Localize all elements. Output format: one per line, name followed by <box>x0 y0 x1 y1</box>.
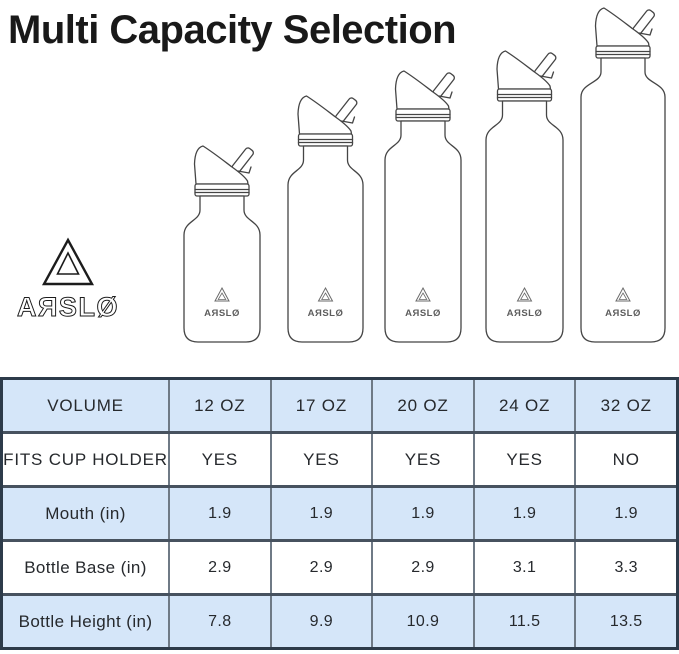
straw-fold <box>539 71 554 79</box>
straw-lid-cap <box>394 70 450 110</box>
straw-fold <box>237 166 252 174</box>
cell-mouth-4: 1.9 <box>472 488 575 539</box>
bottle-body <box>384 120 462 343</box>
cell-volume-3: 20 OZ <box>371 380 473 431</box>
brand-logo: AЯSLØ <box>17 237 119 323</box>
bottle-brand-text: AЯSLØ <box>307 308 343 319</box>
row-header-cup-holder: FITS CUP HOLDER <box>3 449 168 469</box>
bottle-brand-mark: AЯSLØ <box>506 286 542 319</box>
bottle-brand-text: AЯSLØ <box>405 308 441 319</box>
bottle-brand-text: AЯSLØ <box>605 308 641 319</box>
cell-base-5: 3.3 <box>574 542 676 593</box>
row-header-base: Bottle Base (in) <box>24 557 147 577</box>
table-row-mouth: Mouth (in) 1.9 1.9 1.9 1.9 1.9 <box>3 485 676 539</box>
bottle-illustration-20oz: AЯSLØ <box>384 70 462 343</box>
bottle-brand-text: AЯSLØ <box>506 308 542 319</box>
straw-lid-cap <box>495 50 551 90</box>
brand-wordmark: AЯSLØ <box>17 292 119 322</box>
table-row-volume: VOLUME 12 OZ 17 OZ 20 OZ 24 OZ 32 OZ <box>3 380 676 431</box>
cell-cup-4: YES <box>472 434 575 485</box>
bottle-body <box>484 100 564 343</box>
cell-volume-1: 12 OZ <box>168 380 270 431</box>
bottle-body <box>286 145 364 343</box>
bottle-brand-mark: AЯSLØ <box>307 286 343 319</box>
cell-mouth-2: 1.9 <box>269 488 372 539</box>
cell-volume-4: 24 OZ <box>472 380 575 431</box>
cell-cup-3: YES <box>371 434 473 485</box>
bottle-brand-mark: AЯSLØ <box>405 286 441 319</box>
brand-triangle-icon <box>41 237 95 286</box>
straw-fold <box>340 116 355 124</box>
row-header-mouth: Mouth (in) <box>45 503 126 523</box>
row-header-volume: VOLUME <box>47 395 124 415</box>
bottle-brand-text: AЯSLØ <box>204 308 240 319</box>
bottle-body <box>183 195 261 343</box>
cell-base-2: 2.9 <box>269 542 372 593</box>
spec-table: VOLUME 12 OZ 17 OZ 20 OZ 24 OZ 32 OZ FIT… <box>0 377 679 650</box>
bottle-illustration-24oz: AЯSLØ <box>484 50 564 343</box>
cell-cup-5: NO <box>574 434 676 485</box>
cell-mouth-3: 1.9 <box>371 488 473 539</box>
cell-height-5: 13.5 <box>574 596 676 647</box>
cell-mouth-1: 1.9 <box>168 488 270 539</box>
cell-height-2: 9.9 <box>269 596 372 647</box>
bottle-illustration-17oz: AЯSLØ <box>286 95 364 343</box>
cell-base-4: 3.1 <box>472 542 575 593</box>
bottle-body <box>580 57 666 343</box>
page-title: Multi Capacity Selection <box>8 8 457 52</box>
straw-fold <box>638 28 653 36</box>
cell-base-3: 2.9 <box>371 542 473 593</box>
cell-mouth-5: 1.9 <box>574 488 676 539</box>
straw-fold <box>438 91 453 99</box>
cell-volume-2: 17 OZ <box>269 380 372 431</box>
bottle-brand-mark: AЯSLØ <box>605 286 641 319</box>
cell-height-4: 11.5 <box>472 596 575 647</box>
cell-cup-1: YES <box>168 434 270 485</box>
cell-base-1: 2.9 <box>168 542 270 593</box>
cell-height-1: 7.8 <box>168 596 270 647</box>
cell-cup-2: YES <box>269 434 372 485</box>
straw-lid-cap <box>594 7 650 47</box>
row-header-height: Bottle Height (in) <box>18 611 153 631</box>
straw-lid-cap <box>193 145 249 185</box>
bottle-illustration-12oz: AЯSLØ <box>183 145 261 343</box>
bottle-illustration-32oz: AЯSLØ <box>580 7 666 343</box>
straw-lid-cap <box>296 95 352 135</box>
cell-volume-5: 32 OZ <box>574 380 676 431</box>
table-row-cup-holder: FITS CUP HOLDER YES YES YES YES NO <box>3 431 676 485</box>
cell-height-3: 10.9 <box>371 596 473 647</box>
bottle-brand-mark: AЯSLØ <box>204 286 240 319</box>
table-row-height: Bottle Height (in) 7.8 9.9 10.9 11.5 13.… <box>3 593 676 647</box>
table-row-base: Bottle Base (in) 2.9 2.9 2.9 3.1 3.3 <box>3 539 676 593</box>
